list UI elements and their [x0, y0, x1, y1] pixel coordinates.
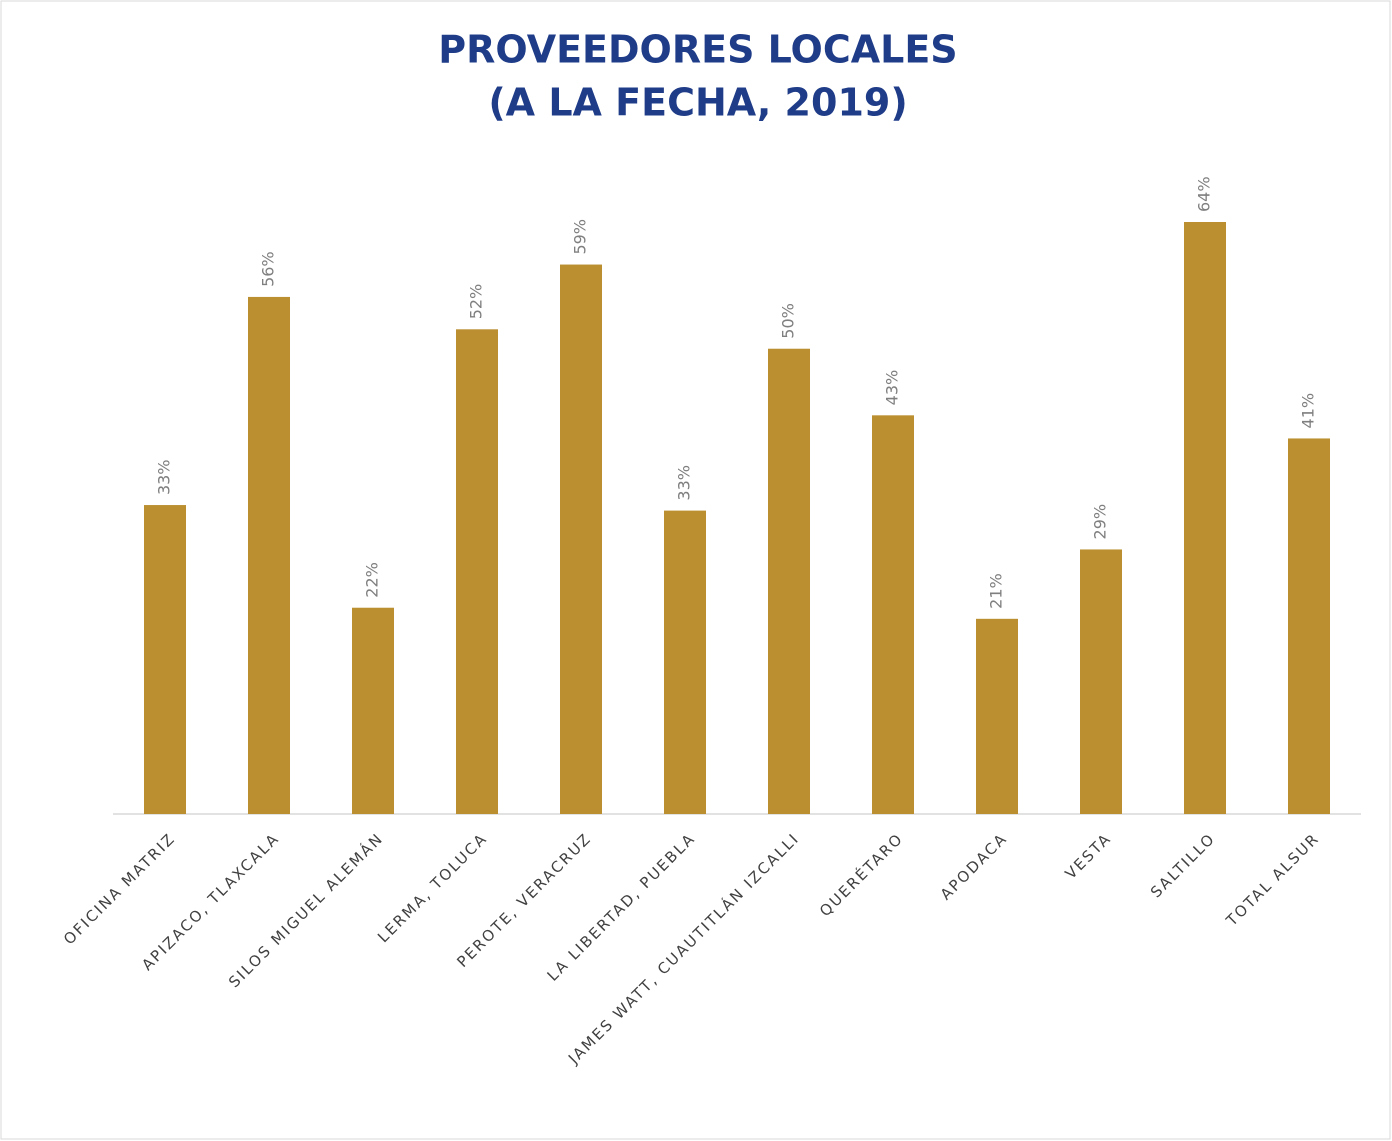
data-label: 22% [363, 562, 382, 598]
chart-title: PROVEEDORES LOCALES [438, 28, 957, 72]
data-label: 21% [987, 573, 1006, 609]
data-label: 41% [1299, 393, 1318, 429]
bar [1184, 222, 1226, 814]
data-label: 33% [675, 465, 694, 501]
data-label: 52% [467, 284, 486, 320]
data-label: 33% [155, 459, 174, 495]
data-label: 59% [571, 219, 590, 255]
bar [144, 505, 186, 814]
bar [352, 607, 394, 814]
bar [1288, 438, 1330, 814]
data-label: 50% [779, 303, 798, 339]
bar [1080, 549, 1122, 814]
chart-title: (A LA FECHA, 2019) [488, 81, 907, 125]
bar [248, 296, 290, 814]
bar [976, 618, 1018, 814]
bar [664, 510, 706, 814]
data-label: 29% [1091, 504, 1110, 540]
data-label: 56% [259, 251, 278, 287]
bar [872, 415, 914, 814]
data-label: 43% [883, 370, 902, 406]
bar [560, 264, 602, 814]
data-label: 64% [1195, 176, 1214, 212]
bar [768, 348, 810, 814]
bar [456, 329, 498, 814]
